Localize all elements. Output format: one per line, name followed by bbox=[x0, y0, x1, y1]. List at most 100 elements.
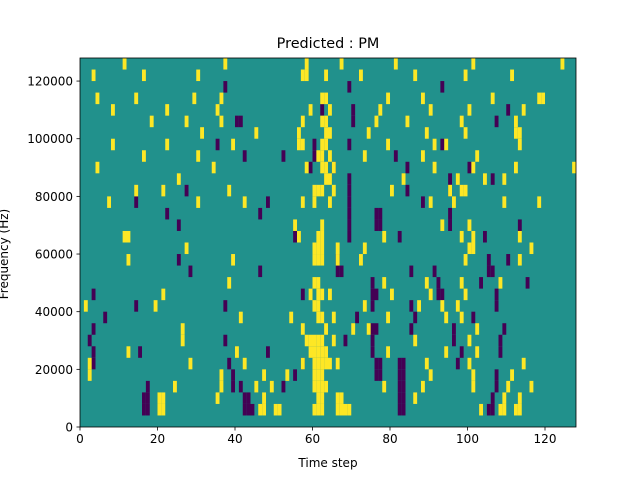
heatmap-cell-high bbox=[335, 403, 340, 416]
heatmap-cell-low bbox=[91, 357, 96, 370]
heatmap-cell-low bbox=[258, 207, 263, 220]
heatmap-cell-high bbox=[87, 369, 92, 381]
heatmap-cell-high bbox=[424, 277, 429, 289]
heatmap-cell-low bbox=[355, 311, 360, 324]
heatmap-cell-low bbox=[432, 265, 437, 278]
heatmap-cell-high bbox=[227, 277, 232, 289]
heatmap-cell-high bbox=[312, 357, 317, 370]
heatmap-cell-low bbox=[517, 219, 522, 231]
heatmap-cell-high bbox=[424, 357, 429, 370]
heatmap-cell-low bbox=[238, 380, 243, 393]
heatmap-cell-high bbox=[467, 104, 472, 116]
heatmap-cell-low bbox=[471, 311, 476, 324]
heatmap-cell-high bbox=[521, 357, 526, 370]
heatmap-cell-high bbox=[386, 92, 391, 105]
heatmap-cell-high bbox=[180, 323, 185, 335]
heatmap-cell-high bbox=[498, 403, 503, 416]
heatmap-cell-low bbox=[374, 369, 379, 381]
y-axis-ticks: 0 20000 40000 60000 80000 100000 120000 bbox=[27, 75, 80, 435]
heatmap-cell-high bbox=[95, 161, 100, 174]
heatmap-cell-high bbox=[517, 230, 522, 243]
y-tick-label: 120000 bbox=[27, 75, 73, 89]
heatmap-cell-high bbox=[196, 69, 201, 82]
heatmap-cell-high bbox=[320, 184, 325, 197]
heatmap-cell-high bbox=[366, 127, 371, 139]
heatmap-cell-high bbox=[297, 138, 301, 151]
heatmap-cell-low bbox=[242, 403, 247, 416]
heatmap-cell-low bbox=[502, 323, 507, 335]
heatmap-cell-low bbox=[91, 323, 96, 335]
heatmap-cell-high bbox=[316, 277, 321, 289]
heatmap-cell-high bbox=[467, 334, 472, 347]
heatmap-cell-high bbox=[514, 403, 518, 416]
heatmap-cell-high bbox=[452, 196, 456, 208]
heatmap-cell-low bbox=[370, 323, 375, 335]
heatmap-cell-low bbox=[103, 311, 108, 324]
heatmap-cell-high bbox=[223, 58, 228, 70]
heatmap-cell-high bbox=[111, 138, 115, 151]
y-tick-label: 100000 bbox=[27, 132, 73, 146]
heatmap-cell-low bbox=[378, 219, 383, 231]
heatmap-cell-high bbox=[312, 380, 317, 393]
heatmap-cell-high bbox=[471, 161, 476, 174]
heatmap-cell-high bbox=[215, 392, 220, 404]
heatmap-cell-high bbox=[444, 138, 449, 151]
heatmap-cell-high bbox=[351, 323, 356, 335]
heatmap-cell-high bbox=[320, 92, 325, 105]
heatmap-cell-high bbox=[312, 403, 317, 416]
heatmap-cell-low bbox=[215, 138, 220, 151]
heatmap-cell-high bbox=[157, 403, 162, 416]
heatmap-cell-high bbox=[184, 115, 189, 128]
heatmap-cell-high bbox=[320, 380, 325, 393]
heatmap-cell-high bbox=[467, 357, 472, 370]
heatmap-cell-high bbox=[517, 254, 522, 266]
heatmap-cell-high bbox=[324, 380, 329, 393]
heatmap-cell-low bbox=[498, 346, 503, 358]
heatmap-cell-low bbox=[250, 403, 255, 416]
heatmap-cell-high bbox=[324, 127, 329, 139]
heatmap-cell-low bbox=[494, 300, 499, 312]
heatmap-cell-high bbox=[320, 230, 325, 243]
heatmap-cell-high bbox=[541, 92, 546, 105]
heatmap-cell-low bbox=[370, 346, 375, 358]
heatmap-cell-low bbox=[494, 369, 499, 381]
heatmap-cell-high bbox=[347, 403, 352, 416]
chart-title: Predicted : PM bbox=[277, 36, 380, 52]
heatmap-cell-low bbox=[452, 334, 456, 347]
heatmap-cell-high bbox=[142, 69, 146, 82]
heatmap-cell-high bbox=[324, 323, 329, 335]
heatmap-cell-high bbox=[312, 277, 317, 289]
heatmap-cell-low bbox=[370, 277, 375, 289]
heatmap-cell-high bbox=[316, 288, 321, 301]
heatmap-cell-high bbox=[304, 58, 309, 70]
heatmap-cell-low bbox=[374, 288, 379, 301]
heatmap-cell-high bbox=[483, 173, 487, 185]
heatmap-cell-high bbox=[335, 254, 340, 266]
heatmap-cell-low bbox=[281, 150, 286, 162]
heatmap-cell-high bbox=[304, 161, 309, 174]
heatmap-cell-high bbox=[537, 92, 542, 105]
heatmap-cell-low bbox=[421, 196, 425, 208]
heatmap-cell-low bbox=[374, 323, 379, 335]
heatmap-cell-low bbox=[242, 150, 247, 162]
heatmap-cell-low bbox=[184, 184, 189, 197]
heatmap-cell-high bbox=[126, 346, 131, 358]
heatmap-cell-high bbox=[83, 300, 88, 312]
heatmap-cell-high bbox=[378, 104, 383, 116]
heatmap-cell-high bbox=[432, 161, 437, 174]
heatmap-cell-low bbox=[238, 115, 243, 128]
heatmap-cell-high bbox=[324, 92, 329, 105]
heatmap-cell-low bbox=[401, 369, 406, 381]
heatmap-cell-high bbox=[401, 173, 406, 185]
heatmap-cell-low bbox=[494, 288, 499, 301]
heatmap-cell-high bbox=[161, 288, 166, 301]
heatmap-cell-low bbox=[490, 173, 495, 185]
heatmap-cell-low bbox=[134, 196, 139, 208]
heatmap-cell-low bbox=[347, 184, 352, 197]
heatmap-cell-high bbox=[262, 403, 267, 416]
heatmap-cell-high bbox=[196, 150, 201, 162]
heatmap-cell-high bbox=[502, 173, 507, 185]
heatmap-cell-high bbox=[316, 334, 321, 347]
heatmap-cell-high bbox=[192, 92, 197, 105]
heatmap-cell-high bbox=[300, 323, 305, 335]
